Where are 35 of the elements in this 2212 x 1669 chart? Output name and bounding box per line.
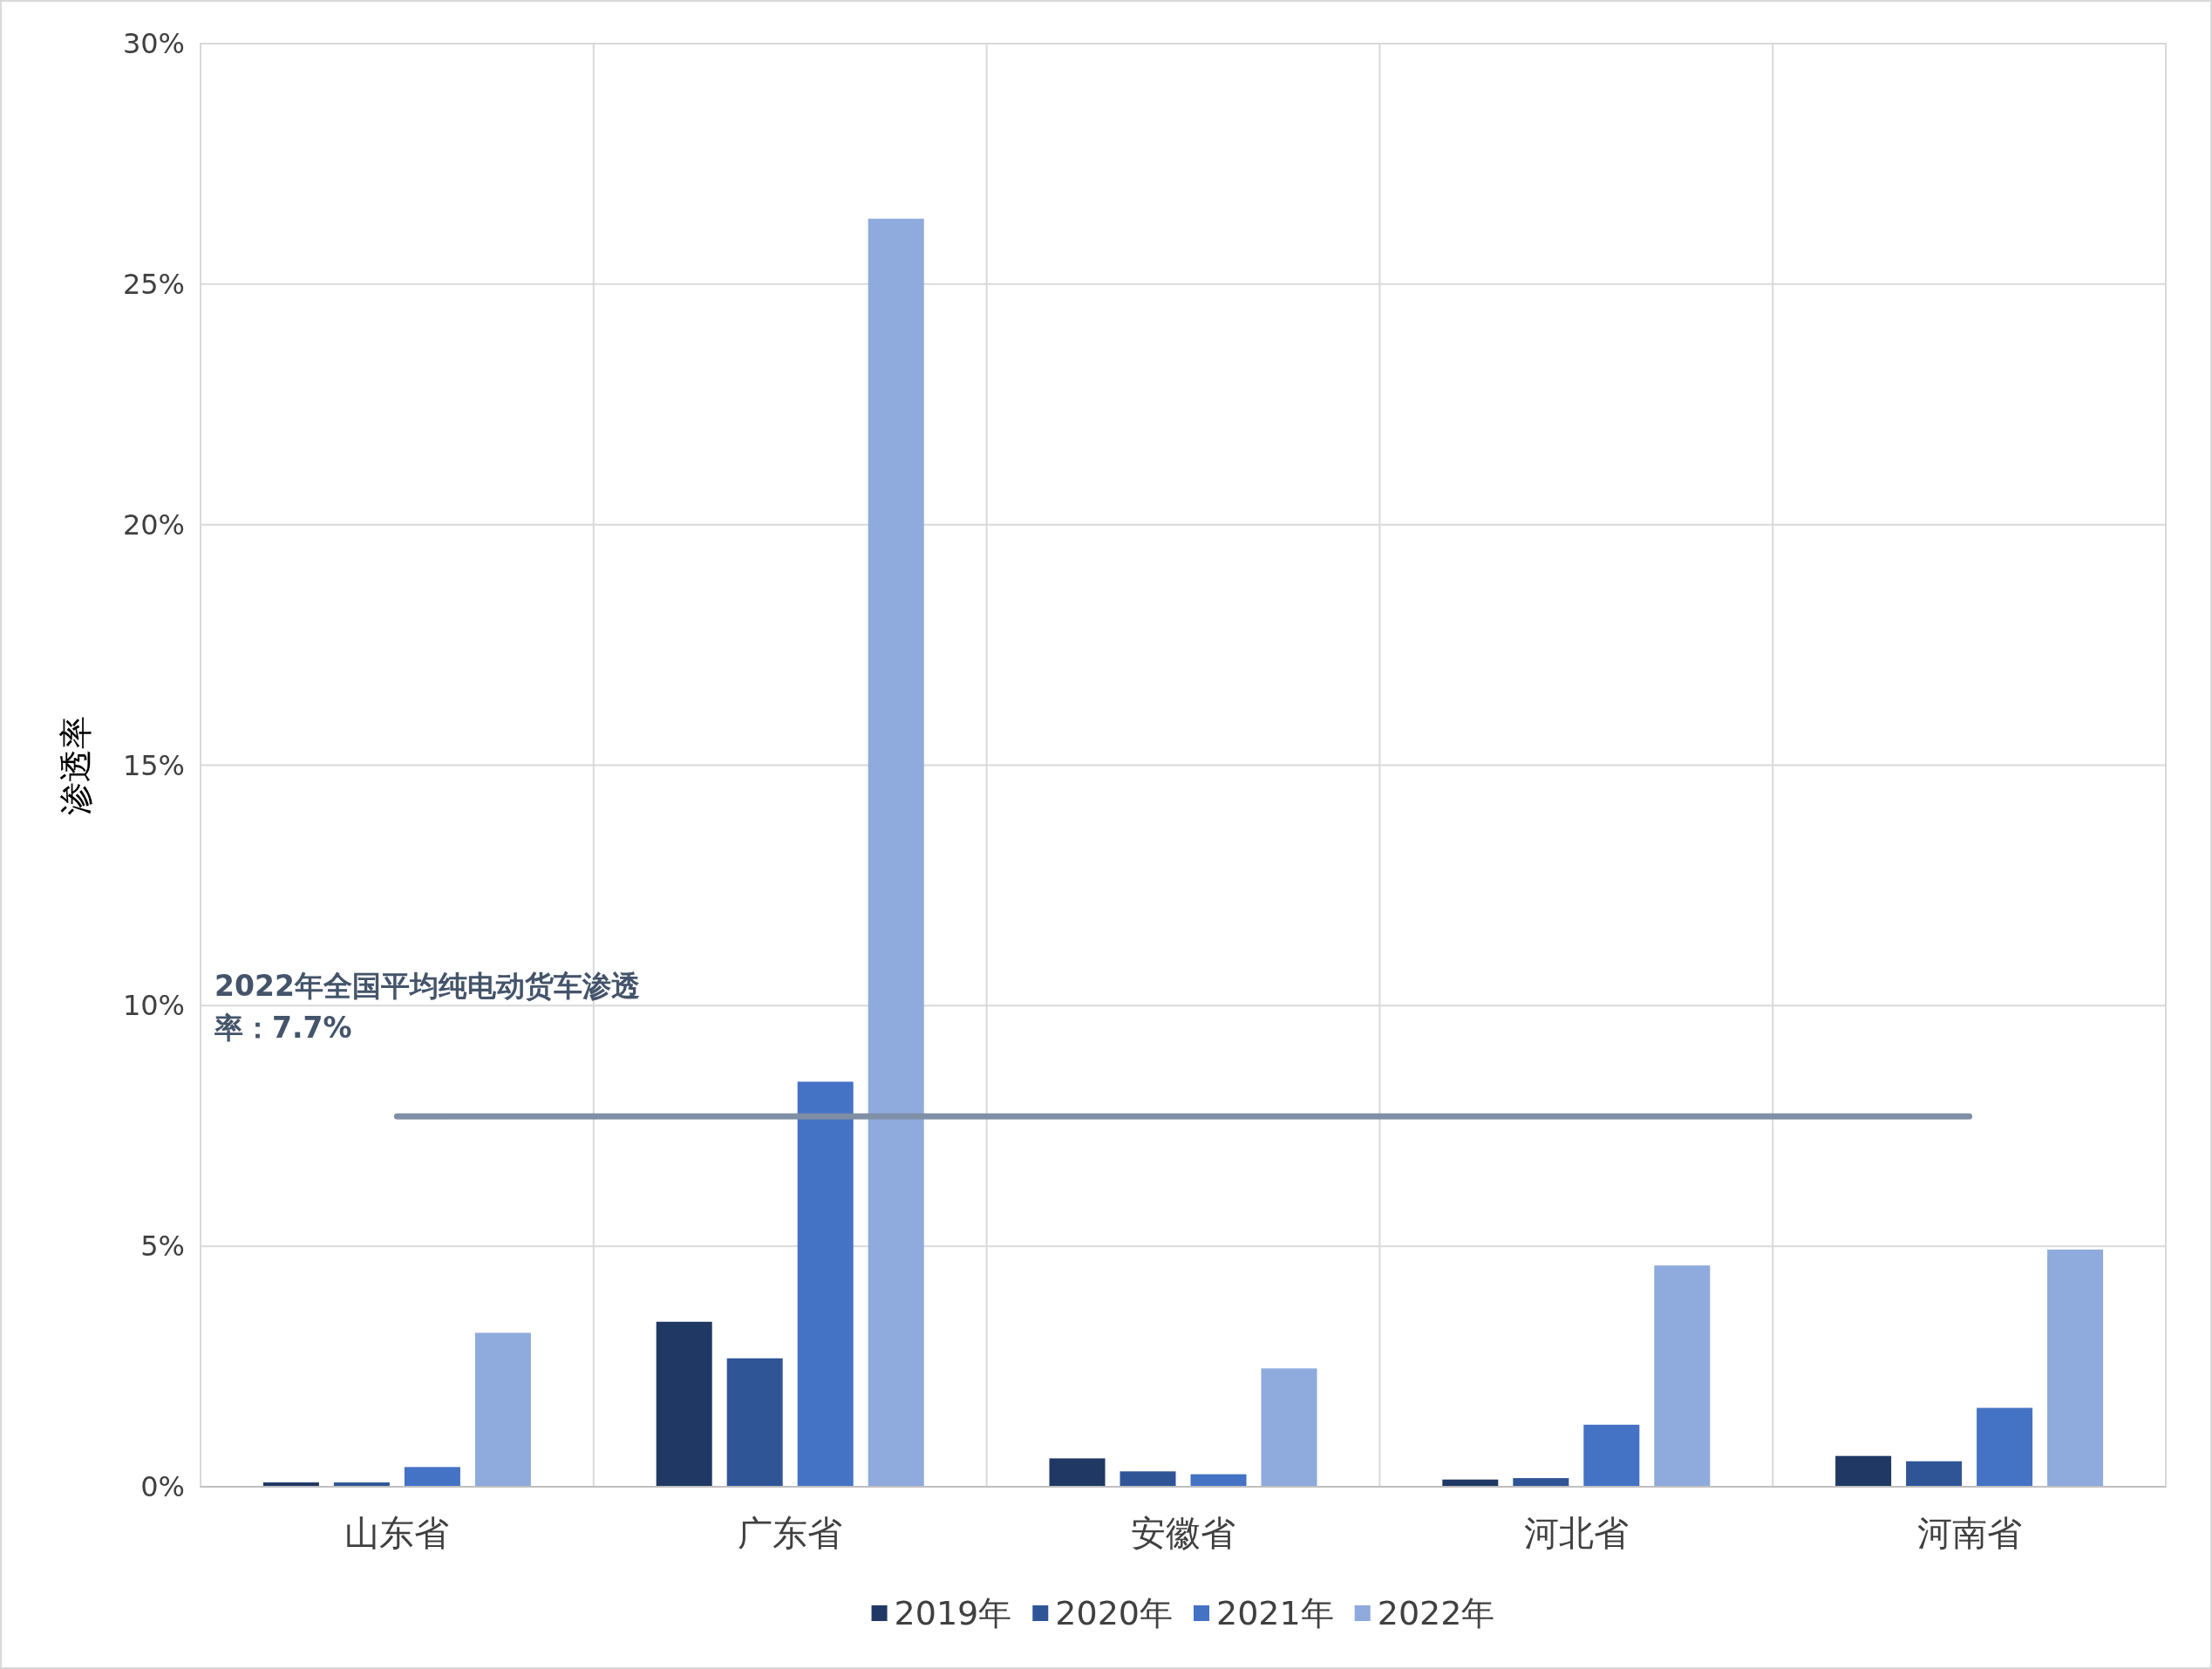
x-tick-label: 山东省 — [344, 1513, 450, 1553]
legend-label: 2021年 — [1216, 1594, 1334, 1632]
bar — [656, 1321, 712, 1487]
x-tick-label: 河南省 — [1916, 1513, 2022, 1553]
bar — [1120, 1471, 1176, 1487]
y-tick-label: 15% — [122, 748, 185, 782]
y-tick-label: 10% — [122, 989, 185, 1023]
y-tick-label: 30% — [122, 27, 185, 60]
bar — [1977, 1407, 2033, 1487]
bar — [1906, 1461, 1963, 1487]
bar — [1049, 1458, 1106, 1487]
bar — [474, 1332, 531, 1487]
bar — [797, 1081, 854, 1487]
y-tick-label: 5% — [140, 1230, 185, 1264]
bar — [1261, 1368, 1317, 1487]
legend-label: 2020年 — [1055, 1594, 1173, 1632]
bar — [1835, 1455, 1892, 1487]
bar — [2047, 1250, 2104, 1487]
y-tick-label: 0% — [140, 1470, 185, 1503]
y-axis-title: 渗透率 — [57, 715, 95, 815]
bar — [726, 1358, 783, 1487]
y-tick-label: 25% — [122, 267, 185, 301]
bar — [404, 1467, 460, 1487]
y-tick-label: 20% — [122, 508, 185, 542]
legend-label: 2022年 — [1377, 1594, 1495, 1632]
ref-line-label: 2022年全国平均纯电动货车渗透率：7.7% — [214, 969, 640, 1045]
x-tick-label: 广东省 — [738, 1513, 843, 1553]
bar — [1583, 1424, 1640, 1487]
bar — [1513, 1478, 1569, 1487]
bar — [1190, 1474, 1247, 1487]
bar — [1654, 1265, 1711, 1487]
bar — [868, 218, 924, 1487]
x-tick-label: 河北省 — [1523, 1513, 1629, 1553]
x-tick-label: 安徽省 — [1131, 1513, 1235, 1553]
legend-label: 2019年 — [894, 1594, 1012, 1632]
